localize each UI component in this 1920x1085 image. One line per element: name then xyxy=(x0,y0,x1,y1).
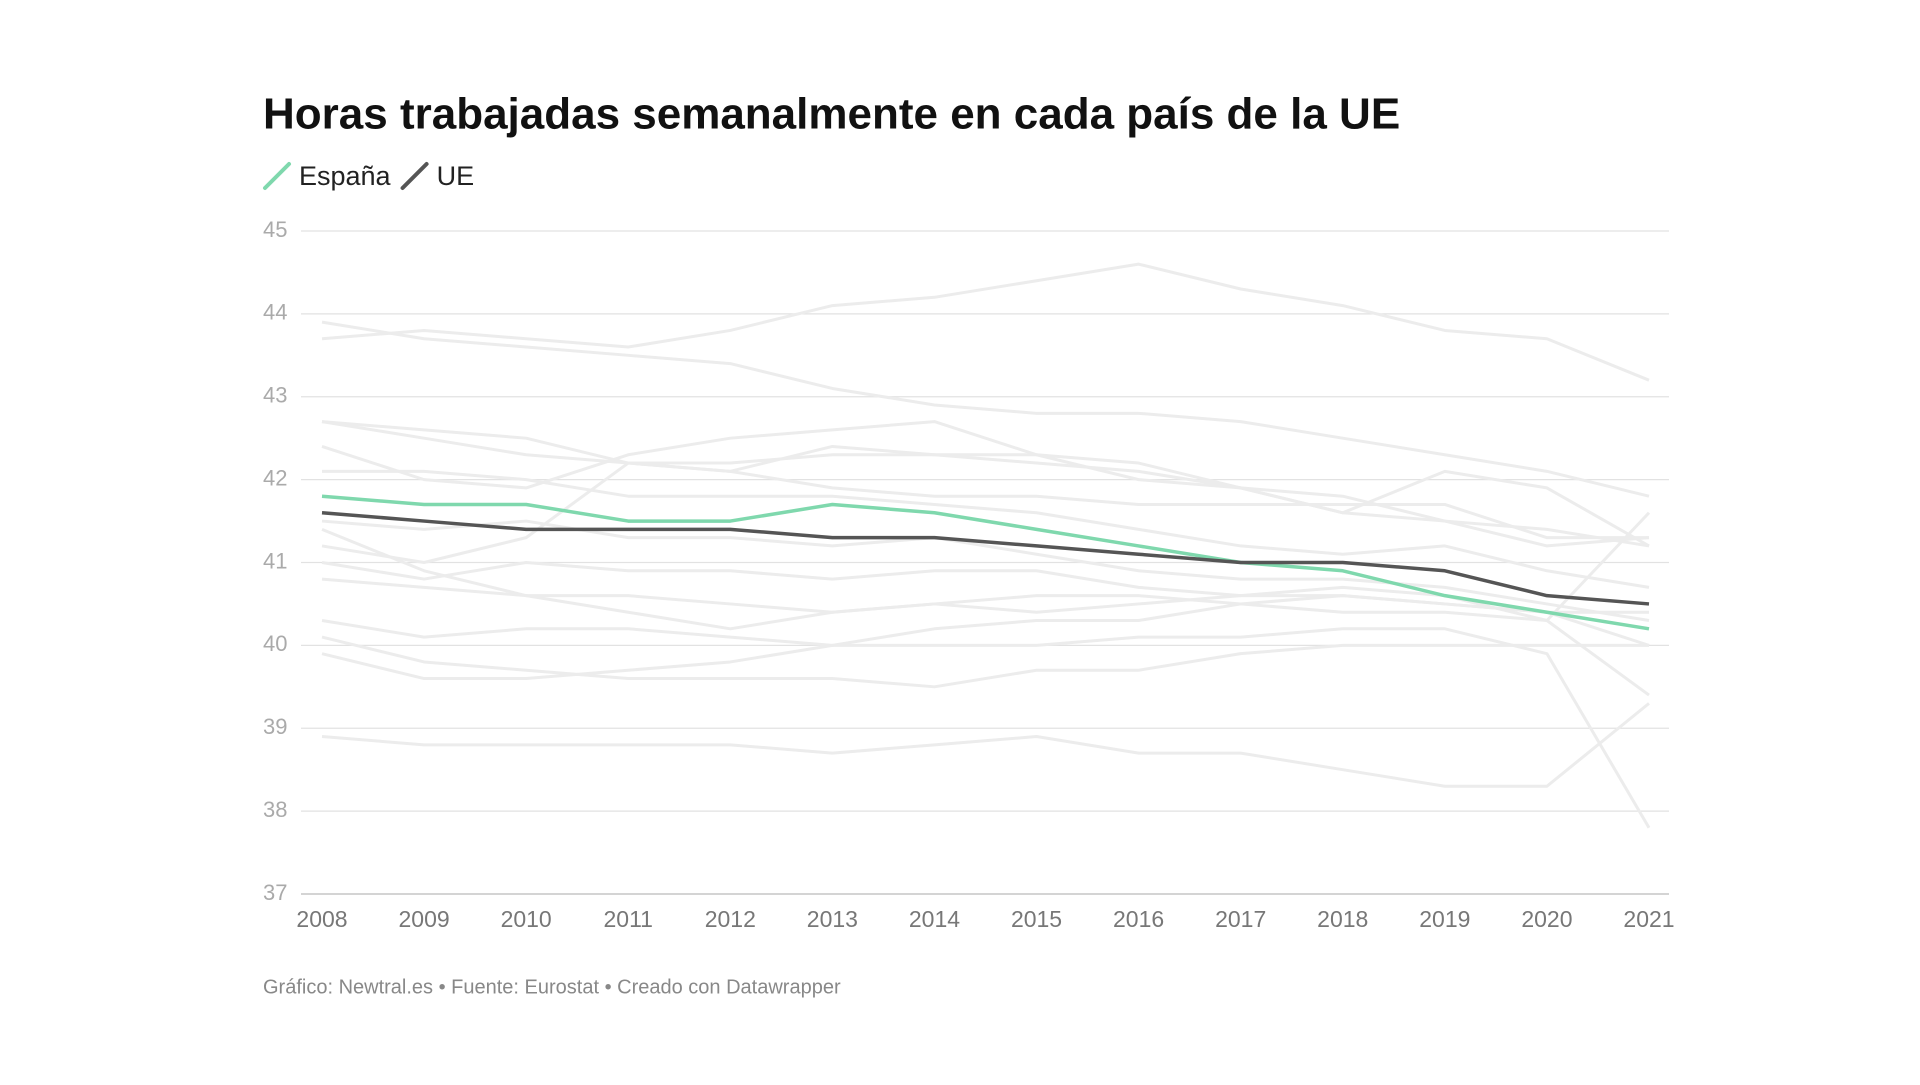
legend-label: UE xyxy=(437,161,475,191)
series-line xyxy=(321,519,1650,622)
series-line xyxy=(322,469,1650,589)
series-line xyxy=(321,420,1649,540)
series-line xyxy=(321,511,1650,606)
y-tick-label: 41 xyxy=(263,548,287,573)
y-tick-label: 44 xyxy=(263,300,287,325)
x-tick-label: 2017 xyxy=(1215,906,1266,932)
series-line xyxy=(321,702,1650,788)
y-tick-label: 37 xyxy=(263,880,287,905)
x-tick-label: 2020 xyxy=(1521,906,1572,932)
series-line xyxy=(321,511,1651,623)
x-tick-label: 2014 xyxy=(909,906,960,932)
series-line xyxy=(321,420,1650,548)
x-tick-label: 2008 xyxy=(296,906,347,932)
series-line xyxy=(321,561,1649,614)
x-tick-label: 2009 xyxy=(398,906,449,932)
series-line xyxy=(321,635,1649,689)
x-tick-label: 2010 xyxy=(501,906,552,932)
legend: España UE xyxy=(263,161,475,191)
y-tick-label: 45 xyxy=(263,217,287,242)
source-note: Gráfico: Newtral.es • Fuente: Eurostat •… xyxy=(263,976,841,998)
x-tick-label: 2018 xyxy=(1317,906,1368,932)
y-tick-label: 42 xyxy=(263,465,287,490)
series-line xyxy=(321,262,1650,382)
x-tick-label: 2019 xyxy=(1419,906,1470,932)
series-line xyxy=(321,320,1650,498)
y-tick-label: 43 xyxy=(263,383,287,408)
x-tick-label: 2013 xyxy=(807,906,858,932)
x-tick-label: 2011 xyxy=(603,906,652,932)
y-tick-label: 40 xyxy=(263,631,287,656)
x-tick-label: 2021 xyxy=(1623,906,1674,932)
y-tick-label: 39 xyxy=(263,714,287,739)
y-tick-label: 38 xyxy=(263,797,287,822)
legend-label: España xyxy=(299,161,392,191)
series-line xyxy=(321,494,1650,631)
legend-swatch xyxy=(263,162,291,190)
x-tick-label: 2012 xyxy=(705,906,756,932)
series-line xyxy=(321,619,1651,829)
x-tick-label: 2015 xyxy=(1011,906,1062,932)
chart-title: Horas trabajadas semanalmente en cada pa… xyxy=(263,90,1400,139)
series-line xyxy=(321,527,1650,697)
x-tick-label: 2016 xyxy=(1113,906,1164,932)
legend-swatch xyxy=(400,162,429,190)
